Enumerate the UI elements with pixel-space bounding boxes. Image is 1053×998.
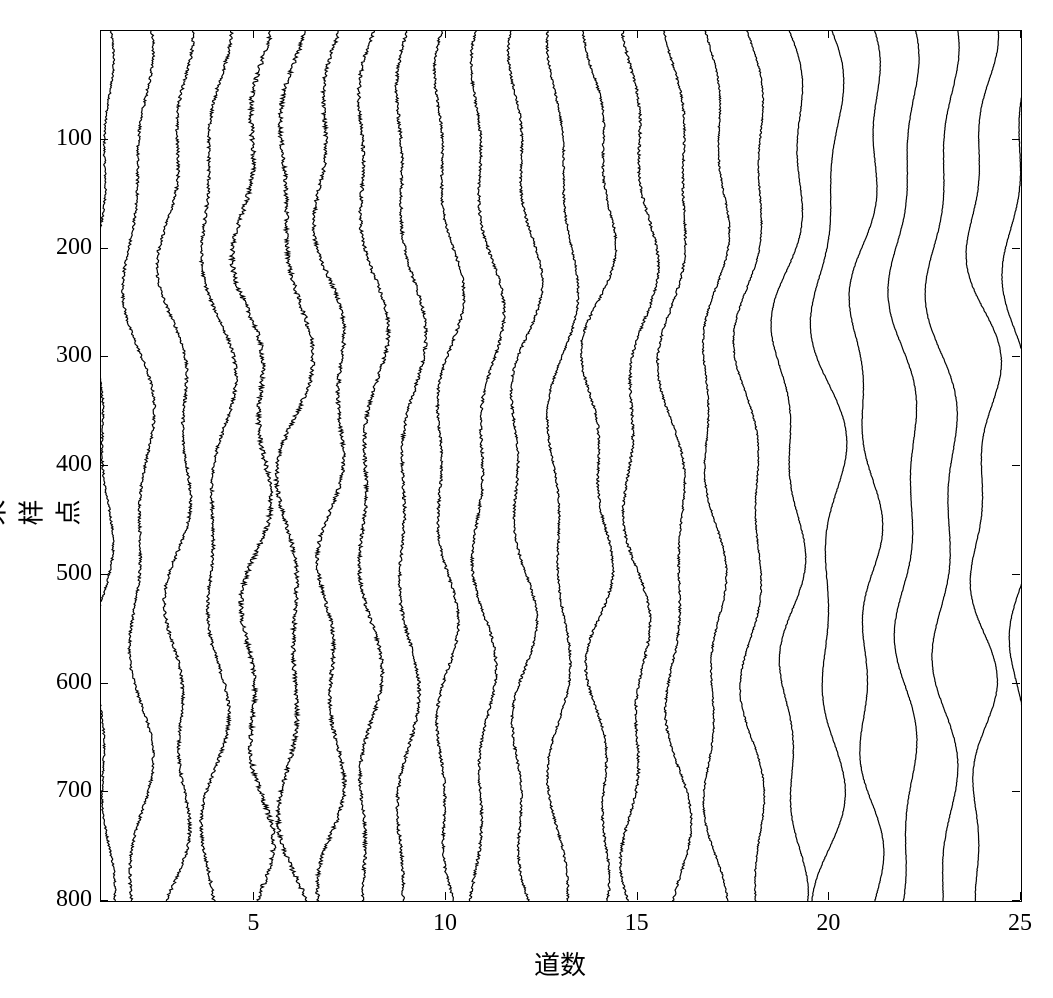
trace-21 xyxy=(849,31,884,901)
y-tick-mark xyxy=(1012,900,1020,901)
x-tick-label-5: 5 xyxy=(233,910,273,937)
y-tick-label-100: 100 xyxy=(42,125,92,152)
y-tick-mark xyxy=(100,356,108,357)
y-tick-mark xyxy=(100,791,108,792)
trace-10 xyxy=(433,31,465,901)
trace-13 xyxy=(546,31,579,901)
y-tick-mark xyxy=(100,465,108,466)
x-tick-label-10: 10 xyxy=(425,910,465,937)
trace-11 xyxy=(469,31,505,901)
trace-3 xyxy=(156,31,194,901)
traces-svg xyxy=(101,31,1021,901)
trace-24 xyxy=(966,31,1002,901)
y-tick-label-800: 800 xyxy=(42,886,92,913)
trace-7 xyxy=(312,31,346,901)
x-tick-mark xyxy=(253,30,254,38)
y-tick-mark xyxy=(1012,248,1020,249)
y-tick-mark xyxy=(100,574,108,575)
y-tick-label-700: 700 xyxy=(42,777,92,804)
trace-9 xyxy=(395,31,427,901)
y-tick-mark xyxy=(1012,683,1020,684)
x-tick-label-20: 20 xyxy=(808,910,848,937)
x-tick-mark xyxy=(637,892,638,900)
trace-8 xyxy=(357,31,390,901)
trace-19 xyxy=(771,31,809,901)
y-tick-label-300: 300 xyxy=(42,342,92,369)
y-tick-label-200: 200 xyxy=(42,234,92,261)
trace-14 xyxy=(581,31,617,901)
trace-18 xyxy=(733,31,765,901)
x-tick-mark xyxy=(1020,892,1021,900)
y-tick-mark xyxy=(1012,139,1020,140)
y-tick-label-500: 500 xyxy=(42,560,92,587)
trace-22 xyxy=(888,31,919,901)
y-tick-mark xyxy=(100,900,108,901)
trace-25 xyxy=(1002,31,1021,901)
trace-23 xyxy=(925,31,959,901)
y-tick-mark xyxy=(100,139,108,140)
x-tick-mark xyxy=(828,892,829,900)
trace-1 xyxy=(101,31,116,901)
trace-16 xyxy=(657,31,692,901)
x-tick-label-25: 25 xyxy=(1000,910,1040,937)
x-tick-label-15: 15 xyxy=(617,910,657,937)
x-tick-mark xyxy=(445,30,446,38)
trace-6 xyxy=(275,31,315,901)
x-tick-mark xyxy=(637,30,638,38)
y-tick-mark xyxy=(1012,465,1020,466)
y-tick-mark xyxy=(100,248,108,249)
y-tick-mark xyxy=(1012,791,1020,792)
y-tick-label-600: 600 xyxy=(42,669,92,696)
x-tick-mark xyxy=(1020,30,1021,38)
trace-17 xyxy=(702,31,730,901)
x-tick-mark xyxy=(253,892,254,900)
x-tick-mark xyxy=(445,892,446,900)
trace-4 xyxy=(200,31,238,901)
y-tick-label-400: 400 xyxy=(42,451,92,478)
x-tick-mark xyxy=(828,30,829,38)
plot-area xyxy=(100,30,1022,902)
trace-5 xyxy=(230,31,276,901)
y-tick-mark xyxy=(1012,356,1020,357)
trace-15 xyxy=(619,31,659,901)
y-tick-mark xyxy=(100,683,108,684)
trace-20 xyxy=(810,31,847,901)
x-axis-label: 道数 xyxy=(520,945,600,982)
trace-2 xyxy=(122,31,156,901)
y-axis-label: 采样点 xyxy=(0,486,86,526)
y-tick-mark xyxy=(1012,574,1020,575)
trace-12 xyxy=(507,31,543,901)
seismic-wiggle-chart: 采样点 道数 100 200 300 400 500 600 700 800 5 10 15 20 2… xyxy=(0,0,1053,998)
